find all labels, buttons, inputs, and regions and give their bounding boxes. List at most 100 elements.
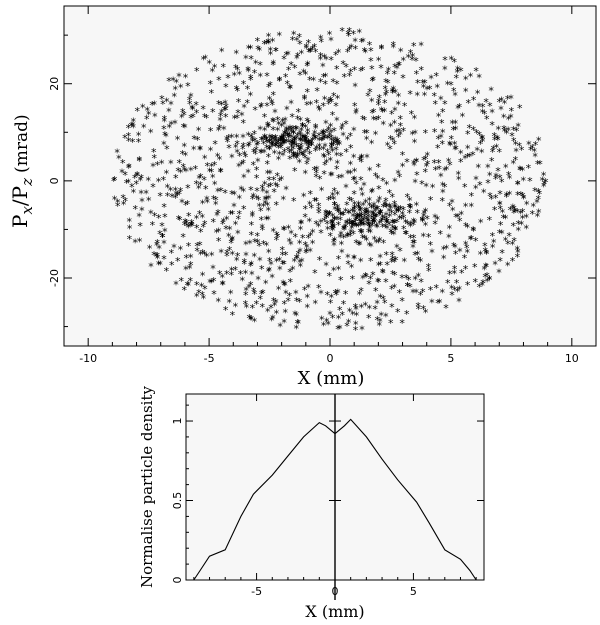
scatter-point: *: [274, 138, 280, 151]
scatter-point: *: [391, 217, 397, 230]
scatter-point: *: [334, 78, 340, 91]
scatter-point: *: [295, 130, 301, 143]
scatter-point: *: [321, 168, 327, 181]
scatter-point: *: [139, 204, 145, 217]
scatter-point: *: [277, 263, 283, 276]
scatter-point: *: [357, 239, 363, 252]
scatter-point: *: [462, 252, 468, 265]
scatter-point: *: [258, 205, 264, 218]
scatter-point: *: [348, 226, 354, 239]
scatter-point: *: [185, 182, 191, 195]
scatter-point: *: [404, 308, 410, 321]
scatter-point: *: [345, 251, 351, 264]
scatter-point: *: [323, 208, 329, 221]
scatter-point: *: [304, 115, 310, 128]
scatter-point: *: [344, 320, 350, 333]
scatter-point: *: [532, 151, 538, 164]
scatter-point: *: [344, 231, 350, 244]
scatter-point: *: [507, 189, 513, 202]
scatter-point: *: [267, 79, 273, 92]
scatter-point: *: [367, 164, 373, 177]
scatter-point: *: [483, 260, 489, 273]
scatter-point: *: [413, 55, 419, 68]
scatter-point: *: [487, 273, 493, 286]
scatter-point: *: [370, 269, 376, 282]
scatter-point: *: [330, 225, 336, 238]
scatter-point: *: [481, 187, 487, 200]
scatter-point: *: [505, 259, 511, 272]
density-x-tick-label: -5: [251, 585, 262, 598]
scatter-point: *: [329, 140, 335, 153]
scatter-point: *: [246, 139, 252, 152]
scatter-point: *: [193, 163, 199, 176]
scatter-point: *: [137, 154, 143, 167]
scatter-point: *: [365, 219, 371, 232]
scatter-point: *: [423, 153, 429, 166]
scatter-point: *: [447, 200, 453, 213]
scatter-x-tick-label: 5: [447, 352, 454, 365]
scatter-point: *: [257, 255, 263, 268]
scatter-point: *: [409, 108, 415, 121]
scatter-point: *: [336, 172, 342, 185]
scatter-point: *: [346, 194, 352, 207]
scatter-point: *: [297, 143, 303, 156]
scatter-point: *: [408, 221, 414, 234]
scatter-point: *: [384, 214, 390, 227]
scatter-point: *: [279, 173, 285, 186]
scatter-point: *: [511, 235, 517, 248]
scatter-point: *: [210, 65, 216, 78]
scatter-point: *: [271, 295, 277, 308]
scatter-point: *: [504, 128, 510, 141]
scatter-point: *: [487, 214, 493, 227]
scatter-point: *: [280, 193, 286, 206]
scatter-point: *: [384, 217, 390, 230]
scatter-point: *: [331, 240, 337, 253]
scatter-point: *: [345, 28, 351, 41]
scatter-point: *: [329, 292, 335, 305]
scatter-point: *: [216, 235, 222, 248]
scatter-point: *: [349, 218, 355, 231]
scatter-point: *: [262, 125, 268, 138]
scatter-point: *: [387, 210, 393, 223]
scatter-point: *: [424, 161, 430, 174]
scatter-point: *: [514, 244, 520, 257]
scatter-point: *: [257, 123, 263, 136]
scatter-point: *: [376, 276, 382, 289]
scatter-point: *: [234, 255, 240, 268]
scatter-point: *: [268, 45, 274, 58]
scatter-point: *: [280, 149, 286, 162]
scatter-point: *: [234, 83, 240, 96]
scatter-point: *: [407, 201, 413, 214]
scatter-point: *: [169, 191, 175, 204]
scatter-point: *: [484, 270, 490, 283]
scatter-point: *: [148, 260, 154, 273]
scatter-point: *: [183, 72, 189, 85]
scatter-point: *: [454, 67, 460, 80]
scatter-point: *: [177, 214, 183, 227]
scatter-point: *: [371, 202, 377, 215]
scatter-point: *: [137, 236, 143, 249]
scatter-point: *: [411, 237, 417, 250]
scatter-point: *: [126, 130, 132, 143]
scatter-point: *: [317, 144, 323, 157]
scatter-point: *: [275, 231, 281, 244]
scatter-point: *: [204, 196, 210, 209]
scatter-point: *: [188, 90, 194, 103]
scatter-point: *: [325, 224, 331, 237]
scatter-point: *: [389, 191, 395, 204]
scatter-point: *: [173, 192, 179, 205]
scatter-point: *: [301, 132, 307, 145]
scatter-point: *: [392, 198, 398, 211]
scatter-point: *: [269, 135, 275, 148]
scatter-point: *: [320, 128, 326, 141]
scatter-point: *: [243, 53, 249, 66]
scatter-point: *: [357, 212, 363, 225]
scatter-point: *: [384, 223, 390, 236]
scatter-point: *: [452, 242, 458, 255]
scatter-point: *: [213, 198, 219, 211]
scatter-point: *: [347, 216, 353, 229]
scatter-point: *: [422, 89, 428, 102]
scatter-point: *: [335, 140, 341, 153]
scatter-point: *: [358, 226, 364, 239]
scatter-point: *: [298, 217, 304, 230]
